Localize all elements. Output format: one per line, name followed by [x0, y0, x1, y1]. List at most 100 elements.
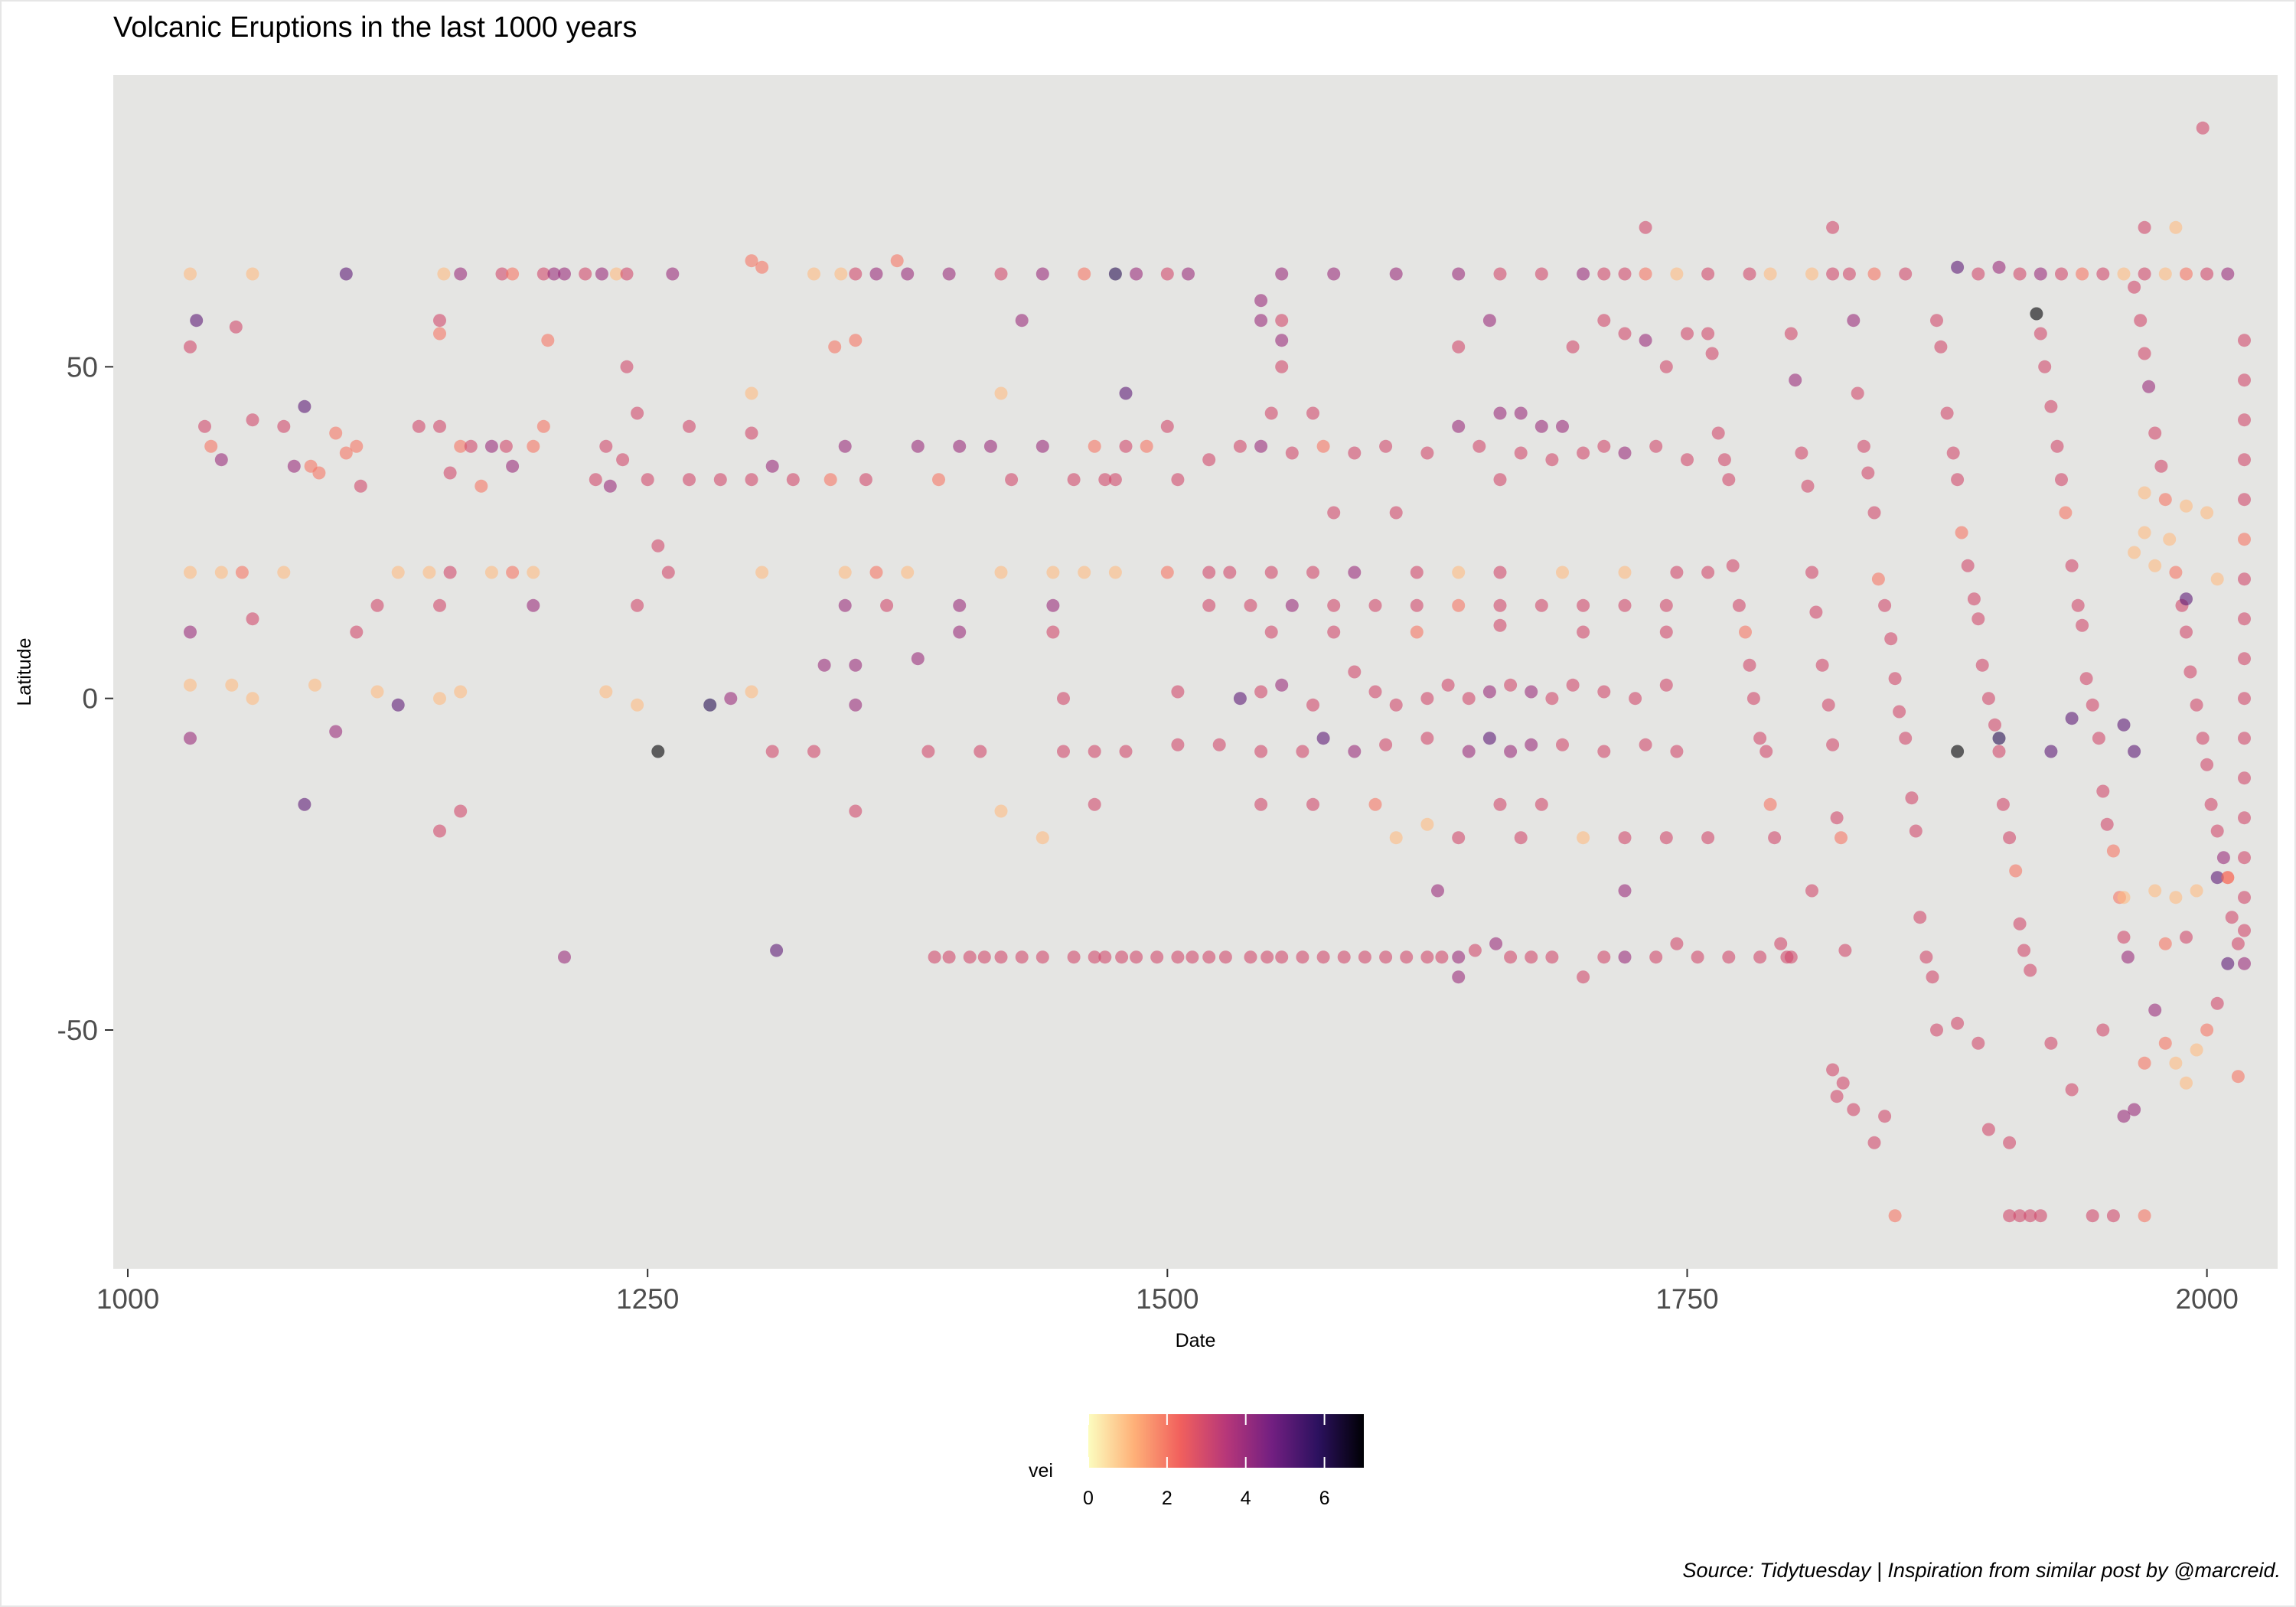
data-point: [683, 419, 696, 433]
data-point: [1348, 665, 1362, 679]
data-point: [765, 745, 779, 758]
data-point: [2210, 824, 2224, 838]
y-tick-label: 50: [67, 351, 98, 383]
data-point: [298, 797, 311, 811]
data-point: [1835, 831, 1848, 845]
data-point: [1867, 1136, 1881, 1149]
data-point: [235, 566, 249, 579]
data-point: [1160, 419, 1174, 433]
data-point: [1088, 439, 1101, 453]
y-axis: -50 0 50: [57, 351, 113, 1046]
data-point: [1639, 220, 1652, 234]
data-point: [2106, 1209, 2120, 1223]
data-point: [1035, 439, 1049, 453]
data-point: [2216, 851, 2230, 865]
data-point: [246, 267, 259, 281]
data-point: [287, 459, 301, 473]
data-point: [2044, 399, 2058, 413]
data-point: [994, 267, 1008, 281]
data-point: [2086, 698, 2099, 712]
data-point: [1275, 267, 1289, 281]
data-point: [859, 473, 872, 487]
data-point: [2169, 891, 2183, 905]
data-point: [1899, 267, 1913, 281]
data-point: [277, 419, 291, 433]
data-point: [1264, 406, 1278, 420]
data-point: [184, 732, 197, 745]
data-point: [246, 612, 259, 626]
data-point: [1254, 439, 1268, 453]
data-point: [1046, 625, 1060, 639]
data-point: [2117, 891, 2131, 905]
data-point: [2117, 718, 2131, 732]
data-point: [631, 698, 644, 712]
data-point: [2071, 598, 2085, 612]
data-point: [963, 950, 977, 964]
data-point: [536, 267, 550, 281]
data-point: [2142, 380, 2156, 393]
data-point: [1809, 605, 1823, 619]
data-point: [1545, 950, 1559, 964]
data-point: [1441, 678, 1455, 692]
data-point: [2079, 672, 2093, 686]
data-point: [823, 473, 837, 487]
data-point: [350, 625, 364, 639]
data-point: [2128, 745, 2141, 758]
data-point: [1057, 745, 1070, 758]
data-point: [1316, 950, 1330, 964]
data-point: [1899, 732, 1913, 745]
data-point: [589, 473, 602, 487]
data-point: [2106, 844, 2120, 858]
data-point: [983, 439, 997, 453]
data-point: [1878, 1110, 1892, 1123]
data-point: [942, 267, 956, 281]
data-point: [921, 745, 935, 758]
data-point: [1534, 797, 1548, 811]
data-point: [433, 824, 446, 838]
data-point: [2024, 1209, 2037, 1223]
data-point: [2033, 267, 2047, 281]
data-point: [1597, 745, 1611, 758]
data-point: [2017, 944, 2031, 957]
data-point: [2013, 267, 2027, 281]
data-point: [603, 479, 617, 493]
data-point: [329, 426, 343, 440]
data-point: [2238, 924, 2251, 937]
data-point: [953, 598, 967, 612]
data-point: [1171, 738, 1185, 751]
data-point: [1884, 632, 1898, 646]
data-point: [2231, 937, 2245, 950]
data-point: [1888, 1209, 1902, 1223]
data-point: [1951, 473, 1965, 487]
legend-ticks: 0 2 4 6: [1083, 1414, 1330, 1509]
data-point: [2003, 1136, 2017, 1149]
data-point: [994, 950, 1008, 964]
data-point: [1951, 260, 1965, 274]
data-point: [2065, 559, 2079, 572]
data-point: [1566, 340, 1580, 354]
data-point: [1670, 937, 1684, 950]
data-point: [370, 598, 384, 612]
data-point: [911, 652, 925, 666]
x-tick-label: 1750: [1655, 1283, 1718, 1315]
data-point: [2055, 267, 2068, 281]
data-point: [2238, 891, 2251, 905]
data-point: [1597, 439, 1611, 453]
data-point: [1306, 406, 1319, 420]
data-point: [1493, 618, 1507, 632]
data-point: [2163, 533, 2177, 546]
data-point: [437, 267, 451, 281]
data-point: [2180, 625, 2193, 639]
data-point: [184, 340, 197, 354]
data-point: [1670, 745, 1684, 758]
data-point: [770, 944, 784, 957]
data-point: [495, 267, 509, 281]
data-point: [1705, 347, 1719, 360]
data-point: [1649, 950, 1663, 964]
data-point: [214, 566, 228, 579]
data-point: [1202, 950, 1216, 964]
data-point: [838, 598, 852, 612]
data-point: [631, 598, 644, 612]
data-point: [506, 459, 520, 473]
data-point: [1717, 453, 1731, 467]
